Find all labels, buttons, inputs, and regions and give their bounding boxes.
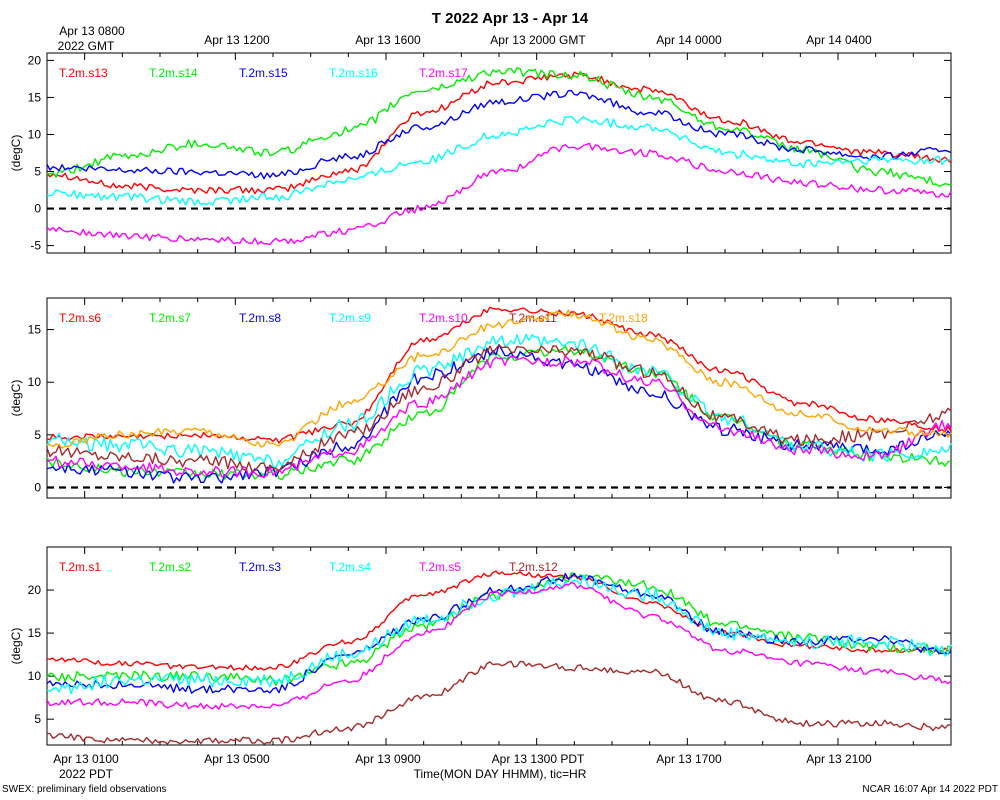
gmt-tick-label: Apr 13 1200: [204, 33, 270, 47]
series-line-T.2m.s15: [46, 89, 952, 180]
series-line-T.2m.s10: [46, 355, 952, 478]
gmt-tick-label: Apr 13 2000 GMT: [490, 33, 586, 47]
series-line-T.2m.s8: [46, 344, 952, 484]
legend-entry-T.2m.s16: T.2m.s16: [329, 66, 378, 80]
series-line-T.2m.s14: [46, 67, 952, 187]
series-line-T.2m.s9: [46, 333, 952, 469]
y-tick-label: 5: [34, 712, 41, 726]
y-tick-label: 0: [34, 480, 41, 494]
y-tick-label: 5: [34, 165, 41, 179]
legend-entry-T.2m.s7: T.2m.s7: [149, 311, 191, 325]
y-axis-label: (degC): [9, 380, 23, 417]
y-tick-label: 5: [34, 428, 41, 442]
legend-entry-T.2m.s1: T.2m.s1: [59, 560, 101, 574]
pdt-axis-sublabel: 2022 PDT: [59, 767, 114, 781]
plot-frame: [46, 546, 952, 746]
legend-entry-T.2m.s17: T.2m.s17: [419, 66, 468, 80]
series-line-T.2m.s11: [46, 344, 952, 472]
y-tick-label: 10: [28, 127, 42, 141]
legend-entry-T.2m.s13: T.2m.s13: [59, 66, 108, 80]
legend-entry-T.2m.s15: T.2m.s15: [239, 66, 288, 80]
series-line-T.2m.s7: [46, 345, 952, 481]
legend-entry-T.2m.s10: T.2m.s10: [419, 311, 468, 325]
legend-entry-T.2m.s2: T.2m.s2: [149, 560, 191, 574]
y-tick-label: 15: [28, 323, 42, 337]
y-tick-label: -5: [30, 239, 41, 253]
gmt-tick-label: Apr 14 0000: [656, 33, 722, 47]
y-tick-label: 20: [28, 583, 42, 597]
y-tick-label: 10: [28, 375, 42, 389]
gmt-tick-label: Apr 13 1600: [355, 33, 421, 47]
pdt-tick-label: Apr 13 0900: [355, 752, 421, 766]
pdt-tick-label: Apr 13 1700: [656, 752, 722, 766]
y-tick-label: 15: [28, 626, 42, 640]
gmt-tick-label: Apr 14 0400: [806, 33, 872, 47]
plot-frame: [46, 297, 952, 499]
legend-entry-T.2m.s14: T.2m.s14: [149, 66, 198, 80]
series-line-T.2m.s5: [46, 581, 952, 710]
y-tick-label: 10: [28, 669, 42, 683]
legend-entry-T.2m.s8: T.2m.s8: [239, 311, 281, 325]
series-line-T.2m.s3: [46, 572, 952, 694]
series-line-T.2m.s16: [46, 115, 952, 206]
legend-entry-T.2m.s9: T.2m.s9: [329, 311, 371, 325]
footer-source-note: SWEX: preliminary field observations: [2, 784, 167, 795]
footer-timestamp: NCAR 16:07 Apr 14 2022 PDT: [862, 784, 998, 795]
legend-entry-T.2m.s18: T.2m.s18: [599, 311, 648, 325]
pdt-tick-label: Apr 13 1300 PDT: [492, 752, 585, 766]
legend-entry-T.2m.s4: T.2m.s4: [329, 560, 371, 574]
pdt-tick-label: Apr 13 0100: [53, 752, 119, 766]
series-line-T.2m.s13: [46, 71, 952, 195]
gmt-tick-label: Apr 13 0800: [59, 24, 125, 38]
y-axis-label: (degC): [9, 135, 23, 172]
panel-top: -5 0 5 10 15 20 (degC) T.2m.s13 T.2m.s14 T.2m.s15…: [9, 52, 952, 254]
gmt-axis-sublabel: 2022 GMT: [58, 39, 115, 53]
series-line-T.2m.s12: [46, 660, 951, 745]
pdt-tick-label: Apr 13 0500: [204, 752, 270, 766]
y-tick-label: 0: [34, 202, 41, 216]
series-line-T.2m.s6: [46, 306, 952, 444]
y-axis-label: (degC): [9, 628, 23, 665]
panel-bottom: 5 10 15 20 (degC) T.2m.s1 T.2m.s2 T.2m.s3 T.2m.s…: [9, 546, 952, 746]
y-tick-label: 15: [28, 90, 42, 104]
legend-entry-T.2m.s6: T.2m.s6: [59, 311, 101, 325]
series-line-T.2m.s1: [46, 570, 952, 671]
panel-middle: 0 5 10 15 (degC) T.2m.s6 T.2m.s7 T.2m.s8 T.2m.s9…: [9, 297, 952, 499]
series-line-T.2m.s18: [46, 309, 952, 449]
legend-entry-T.2m.s5: T.2m.s5: [419, 560, 461, 574]
legend-entry-T.2m.s3: T.2m.s3: [239, 560, 281, 574]
chart-title: T 2022 Apr 13 - Apr 14: [432, 10, 589, 27]
legend-entry-T.2m.s12: T.2m.s12: [509, 560, 558, 574]
x-axis-label: Time(MON DAY HHMM), tic=HR: [414, 767, 587, 781]
pdt-tick-label: Apr 13 2100: [806, 752, 872, 766]
series-line-T.2m.s17: [46, 142, 952, 246]
y-tick-label: 20: [28, 53, 42, 67]
